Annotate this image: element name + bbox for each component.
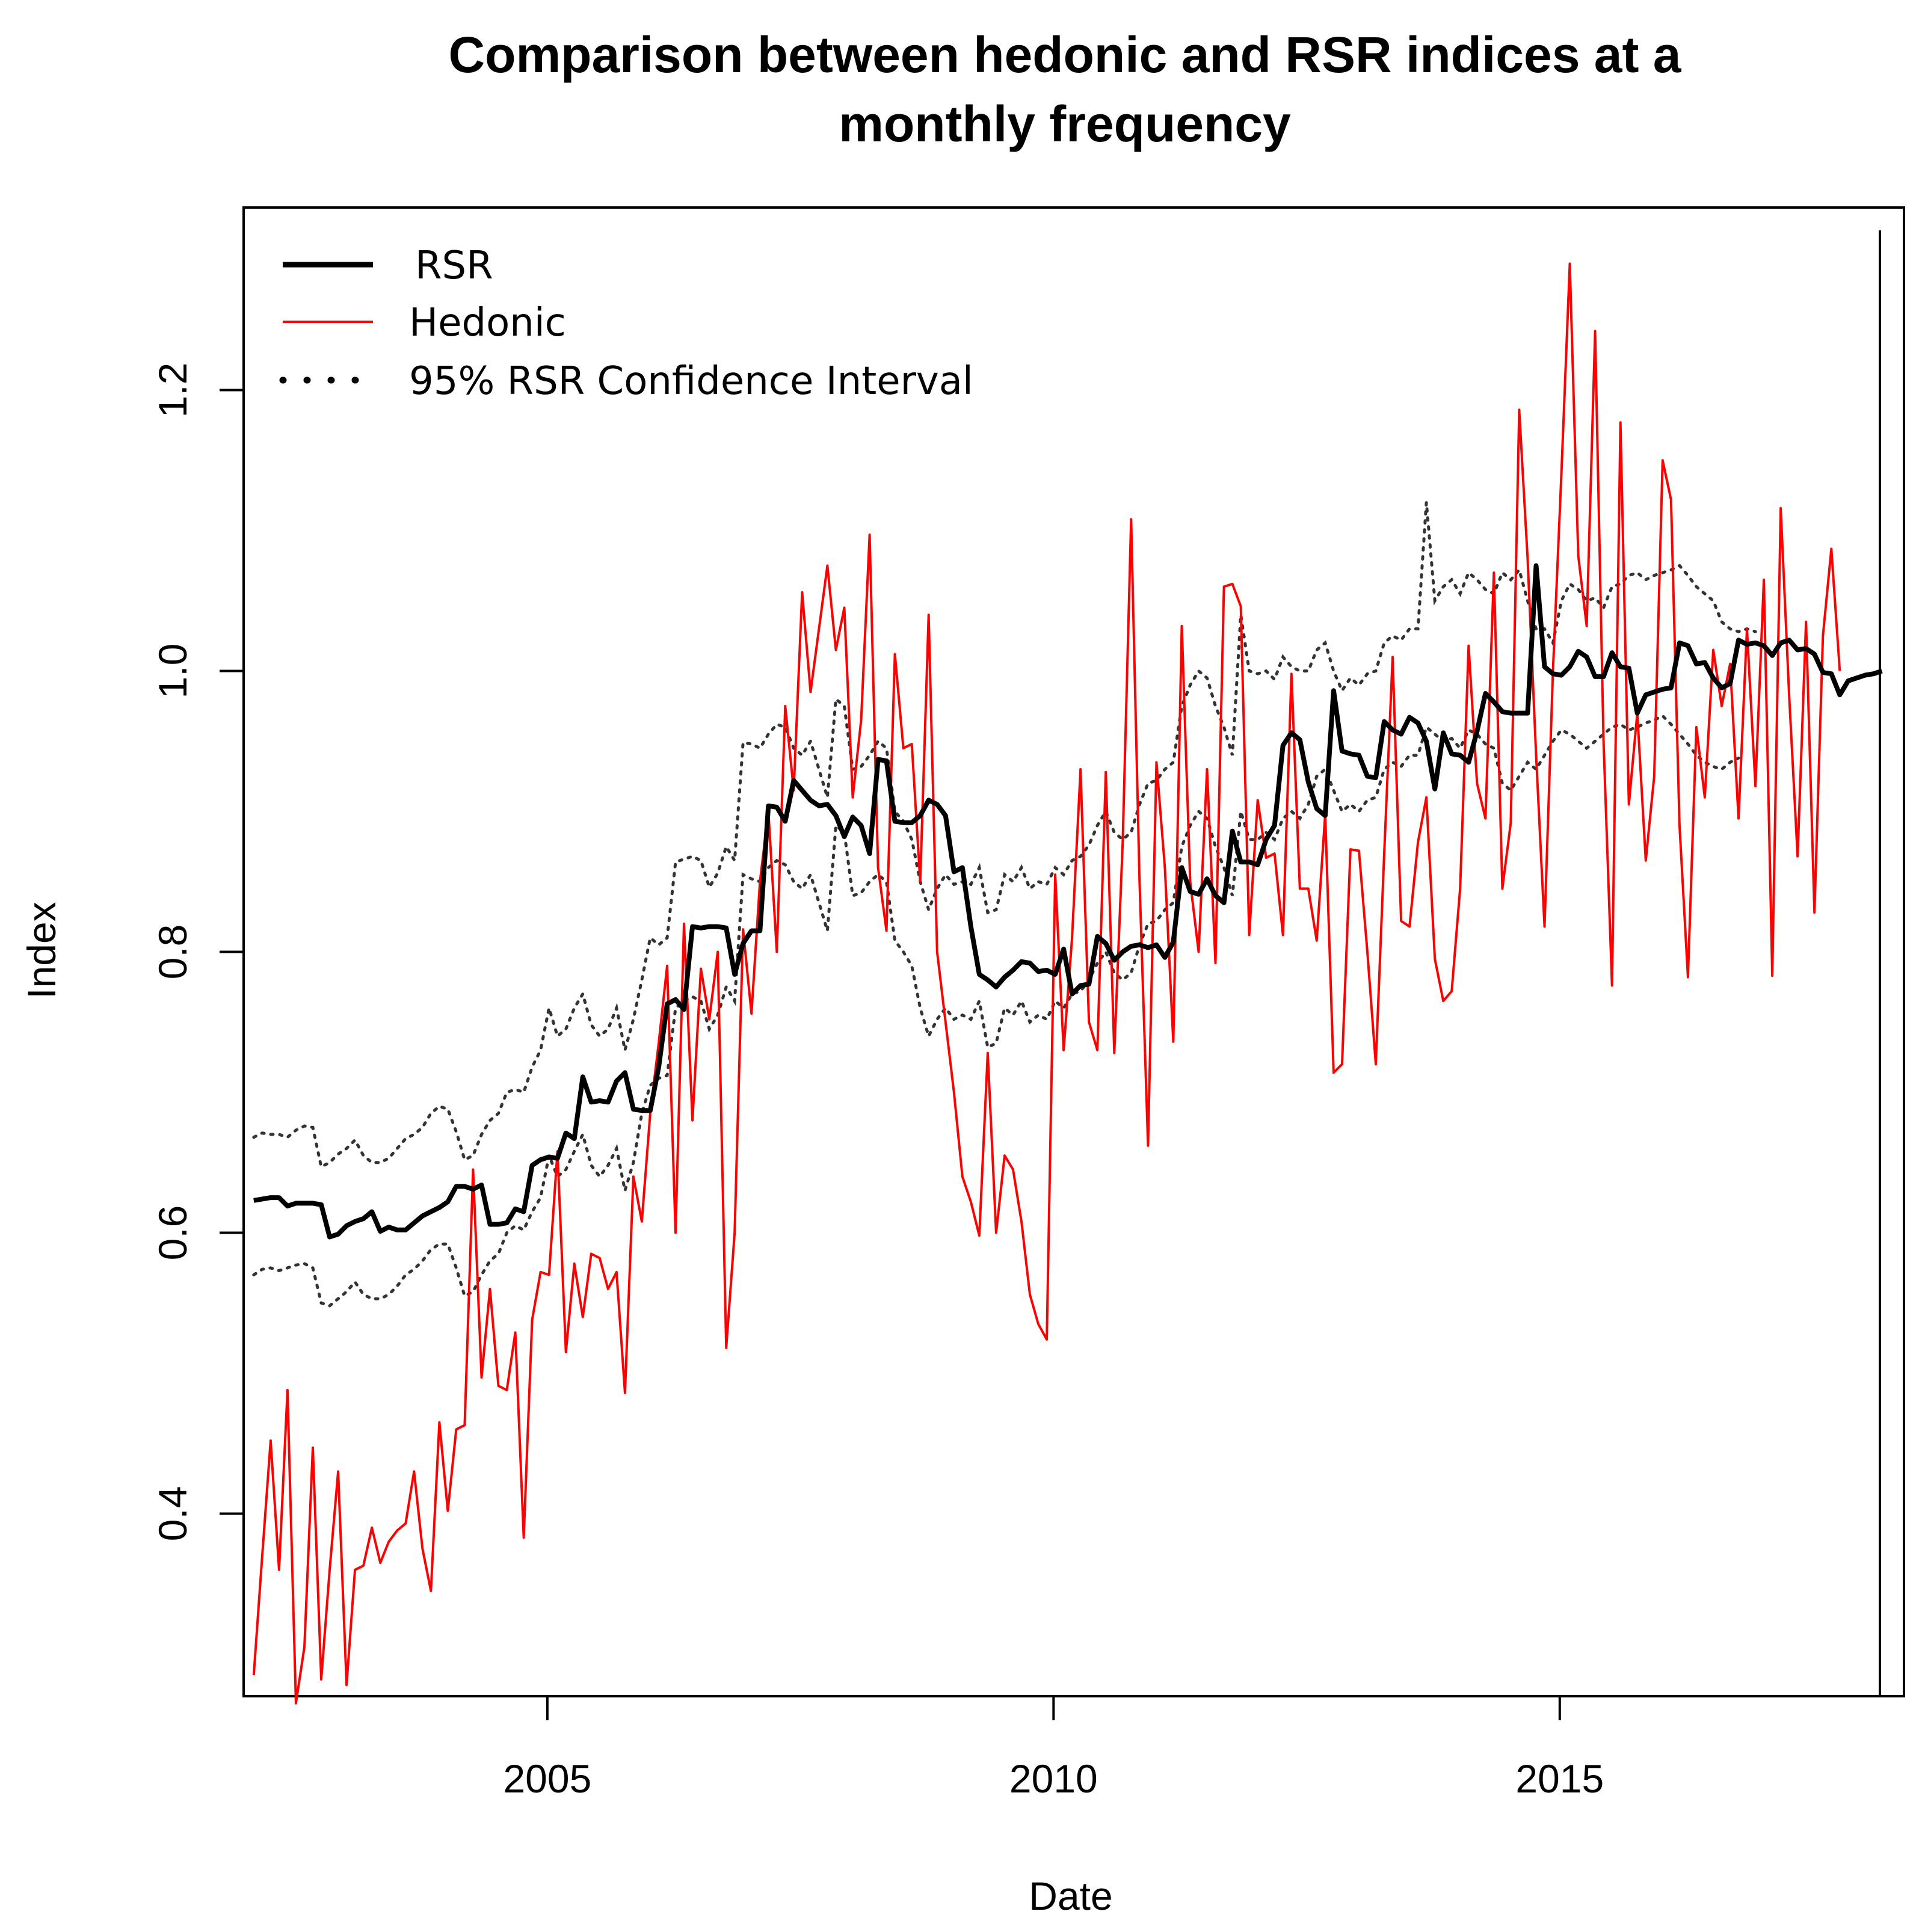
series-hedonic-line bbox=[252, 262, 1841, 1705]
chart-title-line-1: Comparison between hedonic and RSR indic… bbox=[448, 26, 1681, 83]
x-axis-label: Date bbox=[1029, 1874, 1112, 1918]
series-ci-lower-line bbox=[252, 714, 1740, 1308]
x-tick-label-2005: 2005 bbox=[503, 1756, 591, 1801]
y-tick-label-1.2: 1.2 bbox=[150, 363, 195, 418]
x-axis: 2005 2010 2015 bbox=[503, 1696, 1604, 1801]
series-ci-upper-line bbox=[252, 502, 1757, 1169]
legend-label-rsr: RSR bbox=[415, 244, 493, 288]
y-tick-label-1.0: 1.0 bbox=[150, 644, 195, 699]
plot-area bbox=[252, 262, 1883, 1705]
x-tick-label-2010: 2010 bbox=[1009, 1756, 1098, 1801]
y-axis: 0.4 0.6 0.8 1.0 1.2 bbox=[150, 363, 244, 1542]
series-rsr-line bbox=[253, 563, 1883, 1240]
chart-title-line-2: monthly frequency bbox=[839, 96, 1291, 152]
legend-label-ci: 95% RSR Confidence Interval bbox=[409, 359, 973, 404]
y-axis-label: Index bbox=[19, 902, 64, 998]
legend: RSR Hedonic 95% RSR Confidence Interval bbox=[279, 244, 973, 404]
y-tick-label-0.8: 0.8 bbox=[150, 924, 195, 980]
x-tick-label-2015: 2015 bbox=[1515, 1756, 1604, 1801]
legend-label-hedonic: Hedonic bbox=[409, 301, 566, 345]
y-tick-label-0.4: 0.4 bbox=[150, 1486, 195, 1542]
y-tick-label-0.6: 0.6 bbox=[150, 1205, 195, 1261]
